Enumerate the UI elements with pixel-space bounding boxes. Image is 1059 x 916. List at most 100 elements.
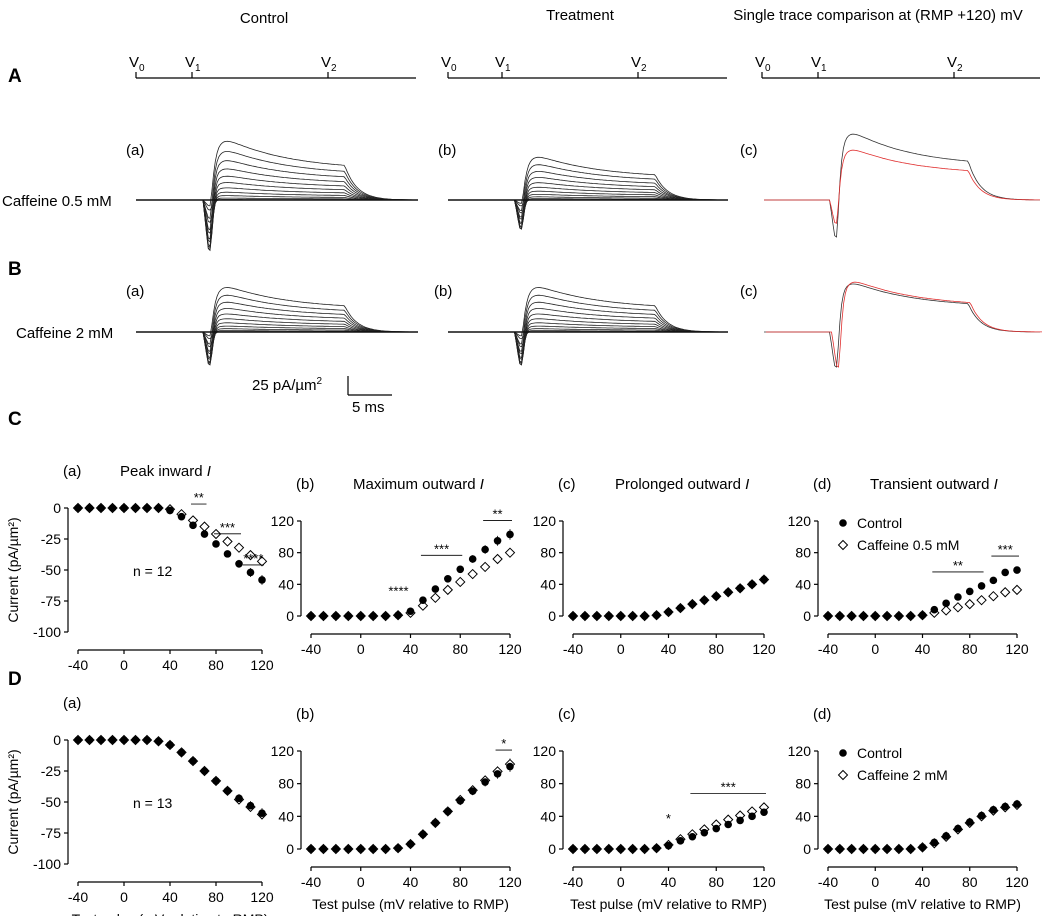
point-control (581, 845, 589, 853)
traces-A-treatment-trace-2 (448, 198, 728, 220)
point-caffeine (233, 542, 245, 553)
point-control (871, 612, 880, 620)
point-control (166, 506, 174, 515)
point-control (344, 845, 353, 853)
panel-label-C: C (8, 409, 22, 430)
x-tick-label: 120 (1005, 874, 1029, 890)
point-control (688, 600, 697, 608)
y-tick-label: -100 (33, 856, 61, 872)
traces-A-comparison (764, 133, 1040, 238)
point-control (859, 612, 868, 620)
plot-C-c: 0 40 80 120 -40 0 40 80 120 (c) Prolonged outward … (533, 476, 776, 657)
plot-D-a: 0 -25 -50 -75 -100 -40 0 40 80 120 (a) Current (pA/… (5, 695, 274, 916)
point-control (246, 801, 255, 810)
point-caffeine (952, 602, 964, 613)
sig-stars: **** (243, 551, 263, 566)
point-caffeine (467, 568, 478, 580)
point-control (954, 593, 962, 601)
iv-plots: 0 -25 -50 -75 -100 -40 0 40 80 120 (a) Peak inward … (5, 463, 1029, 916)
point-control (942, 832, 950, 840)
point-caffeine (492, 553, 503, 565)
traces-B-control-trace-2 (136, 330, 418, 355)
point-control (74, 504, 82, 512)
point-control (493, 770, 502, 778)
n-note: n = 12 (133, 563, 173, 579)
x-axis-label: Test pulse (mV relative to RMP) (570, 896, 767, 912)
point-control (700, 596, 709, 604)
y-tick-label: 80 (795, 545, 811, 561)
plot-sublabel: (b) (296, 476, 314, 493)
protocol-label-v1: V1 (495, 54, 511, 74)
point-control (977, 582, 986, 590)
y-tick-label: 0 (803, 841, 811, 857)
point-control (344, 612, 353, 620)
y-tick-label: 80 (540, 776, 556, 792)
x-axis-label: Test pulse (mV relative to RMP) (824, 896, 1021, 912)
panel-label-A: A (8, 66, 22, 87)
y-tick-label: 40 (795, 808, 811, 824)
point-control (1013, 566, 1021, 574)
traces-B-control-trace-8 (136, 308, 418, 359)
x-tick-label: 40 (162, 889, 178, 905)
traces-B-control-trace-9 (136, 301, 419, 352)
protocol-2: V0 V1 V2 (755, 54, 1040, 79)
x-tick-label: 120 (250, 889, 274, 905)
y-tick-label: 0 (286, 841, 294, 857)
x-tick-label: -40 (818, 641, 838, 657)
y-tick-label: 0 (286, 608, 294, 624)
plot-title: Prolonged outward I (615, 476, 749, 493)
point-control (177, 748, 186, 757)
n-note: n = 13 (133, 795, 173, 811)
plot-C-b: 0 40 80 120 -40 0 40 80 120 (b) Maximum outward I *… (271, 476, 522, 657)
plot-C-d: 0 40 80 120 -40 0 40 80 120 (d) Transient outward … (788, 476, 1029, 657)
point-caffeine (199, 521, 210, 532)
x-tick-label: 120 (250, 657, 274, 673)
point-caffeine (1011, 584, 1023, 596)
traces-B-control-trace-10 (136, 294, 418, 345)
x-tick-label: 40 (915, 874, 931, 890)
point-control (581, 612, 589, 620)
x-tick-label: 80 (708, 641, 724, 657)
plot-D-d: 0 40 80 120 -40 0 40 80 120 (d) Test pulse (mV rel… (788, 706, 1029, 912)
y-tick-label: 40 (540, 576, 556, 592)
x-tick-label: 0 (617, 641, 625, 657)
x-tick-label: 80 (208, 889, 224, 905)
traces-B-treatment-trace-9 (448, 301, 729, 352)
comparison-A-caffeine-trace (764, 149, 1040, 224)
point-control (1001, 568, 1009, 577)
traces-A-control (136, 140, 419, 252)
plot-sublabel: (c) (558, 706, 576, 723)
x-tick-label: 40 (915, 641, 931, 657)
traces-B-treatment-trace-11 (448, 287, 728, 337)
traces-B-treatment-trace-6 (448, 318, 728, 366)
point-control (177, 512, 186, 521)
point-caffeine (940, 605, 952, 616)
scale-bar: 25 pA/µm2 5 ms (252, 376, 392, 416)
y-tick-label: 0 (548, 841, 556, 857)
point-control (918, 611, 927, 620)
x-tick-label: 40 (403, 874, 419, 890)
traces-A-control-trace-3 (136, 195, 418, 243)
point-control (736, 584, 744, 593)
point-control (712, 592, 721, 601)
point-caffeine (417, 600, 429, 611)
sig-stars: ** (493, 506, 503, 521)
sig-stars: *** (434, 541, 449, 556)
y-tick-label: 120 (788, 743, 812, 759)
point-control (85, 504, 94, 512)
legend-control-label: Control (857, 745, 902, 761)
traces-A-control-trace-8 (136, 168, 419, 240)
y-tick-label: 80 (795, 776, 811, 792)
y-tick-label: -75 (41, 593, 61, 609)
y-tick-label: 120 (533, 513, 557, 529)
point-control (189, 757, 197, 765)
point-control (1001, 802, 1009, 811)
legend-control-marker (839, 749, 847, 757)
point-caffeine (222, 536, 233, 547)
x-tick-label: 40 (162, 657, 178, 673)
point-control (431, 819, 440, 827)
point-control (724, 820, 732, 829)
point-control (212, 540, 220, 548)
protocol-1: V0 V1 V2 (441, 54, 727, 79)
current-traces (136, 133, 1042, 368)
